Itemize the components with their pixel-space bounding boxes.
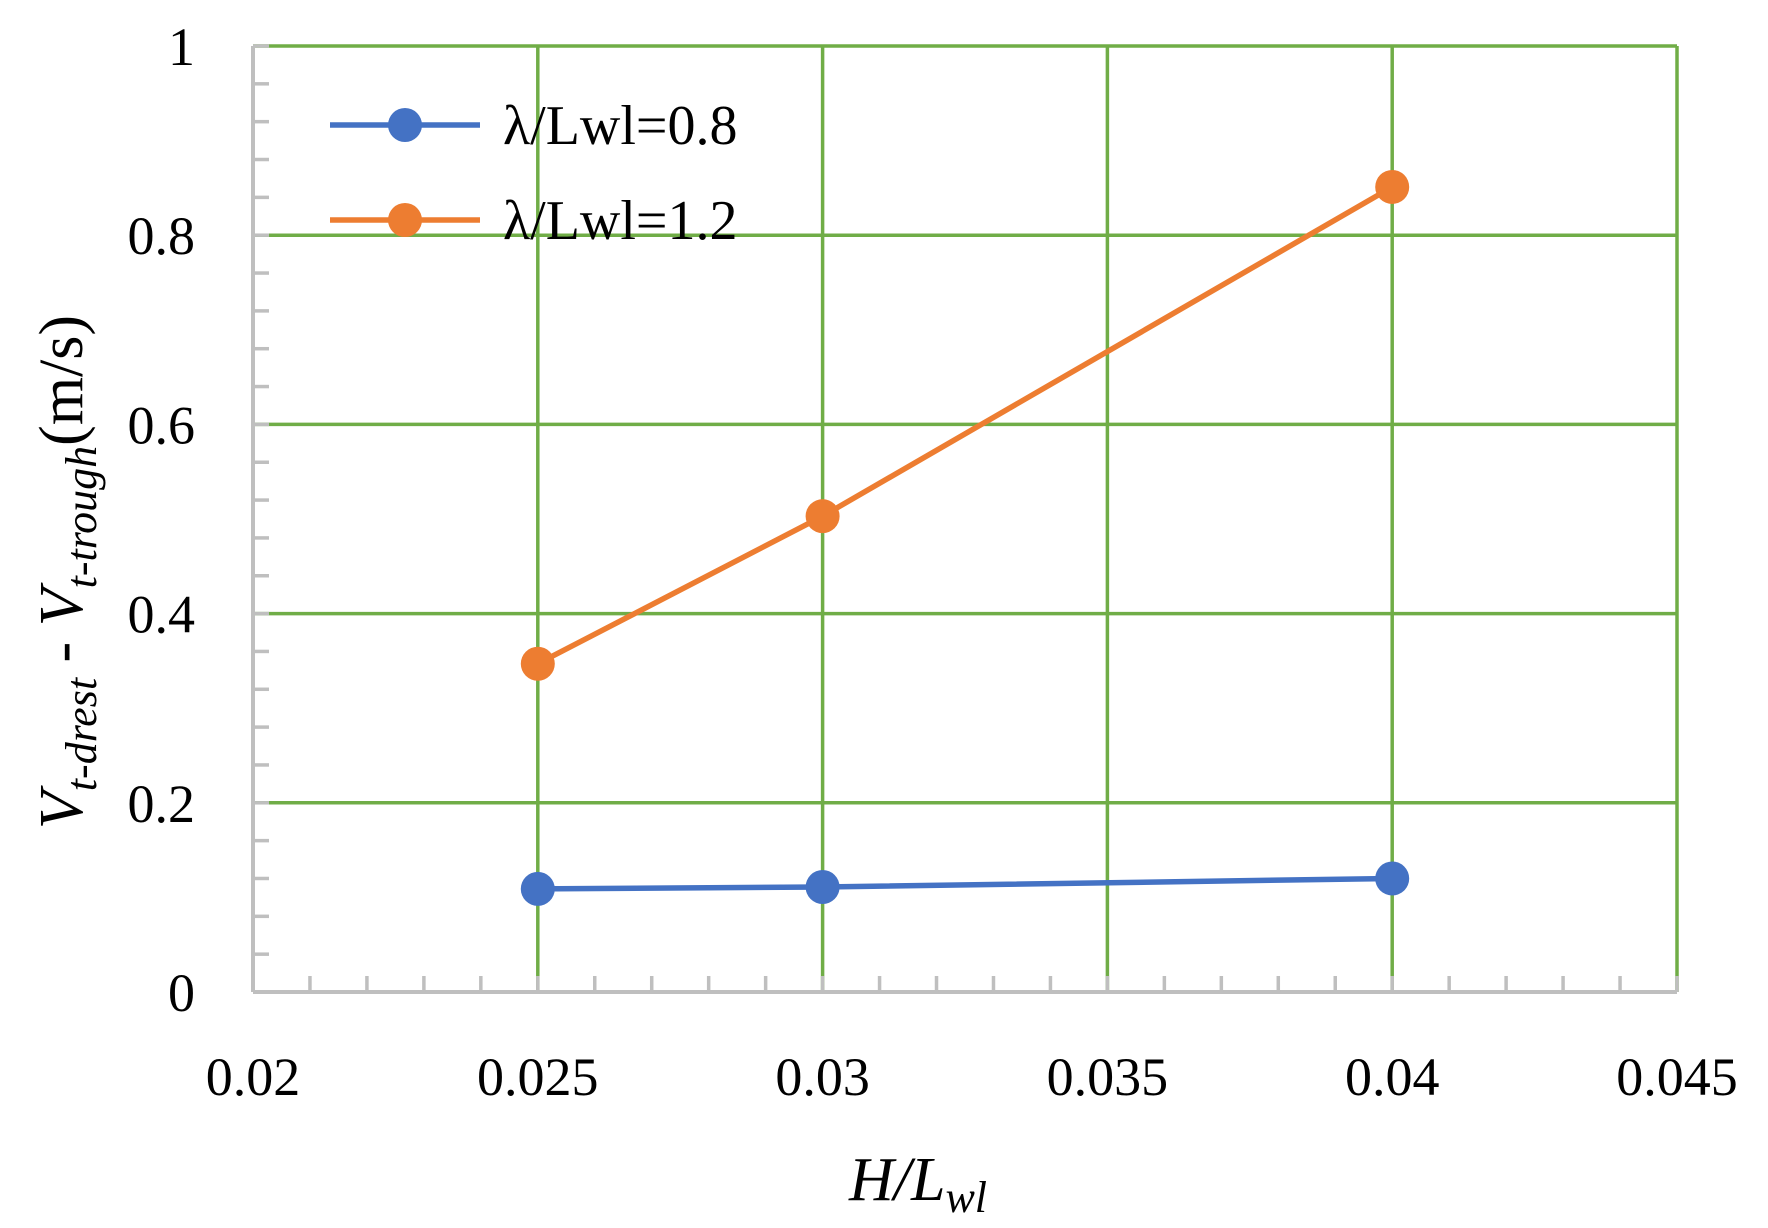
y-tick-label: 0.6 <box>128 395 196 455</box>
y-tick-label: 0.2 <box>128 774 196 834</box>
y-tick-label: 0.8 <box>128 206 196 266</box>
data-series <box>520 169 1410 906</box>
tick-labels: 0 0.2 0.4 0.6 0.8 1 0.02 0.025 0.03 0.035 0.04 0.04… <box>128 17 1738 1107</box>
legend-item-1: λ/Lwl=0.8 <box>330 95 738 157</box>
series-1 <box>520 861 1410 906</box>
axes <box>251 44 1679 994</box>
x-axis-title: H/Lwl <box>848 1146 987 1222</box>
data-point <box>520 646 555 681</box>
legend-label: λ/Lwl=1.2 <box>503 190 738 252</box>
x-tick-label: 0.02 <box>206 1047 301 1107</box>
data-point <box>1375 169 1410 204</box>
grid-lines <box>253 44 1679 992</box>
data-point <box>1375 861 1410 896</box>
series-line <box>537 875 1393 892</box>
data-point <box>805 869 840 904</box>
legend-marker <box>388 108 422 142</box>
y-tick-label: 1 <box>168 17 195 77</box>
x-tick-label: 0.035 <box>1047 1047 1169 1107</box>
legend: λ/Lwl=0.8 λ/Lwl=1.2 <box>330 95 738 252</box>
legend-label: λ/Lwl=0.8 <box>503 95 738 157</box>
data-point <box>520 871 555 906</box>
y-axis-title: Vt-drest - Vt-trough(m/s) <box>28 315 106 829</box>
legend-marker <box>388 203 422 237</box>
legend-item-2: λ/Lwl=1.2 <box>330 190 738 252</box>
y-tick-label: 0 <box>168 963 195 1023</box>
x-tick-label: 0.03 <box>775 1047 870 1107</box>
x-tick-label: 0.045 <box>1616 1047 1738 1107</box>
series-2 <box>520 169 1410 681</box>
x-tick-label: 0.04 <box>1345 1047 1440 1107</box>
y-tick-label: 0.4 <box>128 585 196 645</box>
x-tick-label: 0.025 <box>477 1047 599 1107</box>
data-point <box>805 499 840 534</box>
